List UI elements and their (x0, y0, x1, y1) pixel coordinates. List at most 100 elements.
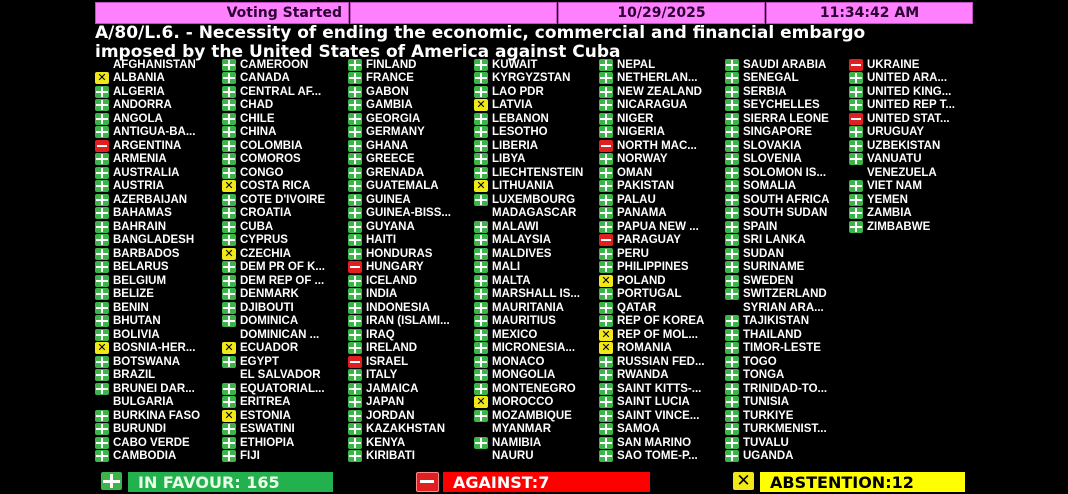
x-icon: ✕ (95, 342, 109, 355)
plus-icon (348, 166, 362, 179)
country-row: MYANMAR (474, 423, 598, 437)
plus-icon (599, 180, 613, 193)
country-name: UKRAINE (867, 58, 920, 71)
plus-icon (725, 193, 739, 206)
plus-icon (474, 261, 488, 274)
country-row: SOMALIA (725, 180, 849, 194)
country-row: CABO VERDE (95, 436, 219, 450)
country-name: MONTENEGRO (492, 382, 576, 395)
plus-icon (849, 153, 863, 166)
country-row: FINLAND (348, 58, 472, 72)
country-name: AZERBAIJAN (113, 193, 188, 206)
no-vote-icon (95, 59, 109, 71)
country-name: NIGERIA (617, 126, 665, 139)
plus-icon (348, 193, 362, 206)
country-row: NIGER (599, 112, 723, 126)
plus-icon (474, 153, 488, 166)
country-name: SWITZERLAND (743, 288, 827, 301)
country-name: SAINT KITTS-... (617, 382, 702, 395)
plus-icon (474, 382, 488, 395)
country-row: DEM REP OF ... (222, 274, 346, 288)
country-name: ROMANIA (617, 342, 672, 355)
country-row: ✕ ECUADOR (222, 342, 346, 356)
country-row: SAUDI ARABIA (725, 58, 849, 72)
country-row: TAJIKISTAN (725, 315, 849, 329)
country-row: NORWAY (599, 153, 723, 167)
x-icon: ✕ (222, 409, 236, 422)
country-row: IRAN (ISLAMI... (348, 315, 472, 329)
plus-icon (725, 207, 739, 220)
country-name: PANAMA (617, 207, 667, 220)
country-row: ✕ REP OF MOL... (599, 328, 723, 342)
vote-column: KUWAIT KYRGYZSTAN LAO PDR ✕ LATVIA LEBANON LES… (474, 58, 598, 463)
country-name: MALAYSIA (492, 234, 551, 247)
country-row: BENIN (95, 301, 219, 315)
x-icon: ✕ (222, 180, 236, 193)
country-name: CZECHIA (240, 247, 292, 260)
plus-icon (348, 396, 362, 409)
no-vote-icon (849, 167, 863, 179)
country-name: BULGARIA (113, 396, 174, 409)
country-name: COTE D'IVOIRE (240, 193, 326, 206)
plus-icon (725, 423, 739, 436)
country-row: SPAIN (725, 220, 849, 234)
plus-icon (474, 342, 488, 355)
country-row: GRENADA (348, 166, 472, 180)
country-row: DEM PR OF K... (222, 261, 346, 275)
country-row: PANAMA (599, 207, 723, 221)
country-row: GHANA (348, 139, 472, 153)
minus-icon (849, 112, 863, 125)
country-name: KUWAIT (492, 58, 538, 71)
plus-icon (849, 180, 863, 193)
plus-icon (599, 72, 613, 85)
country-row: SIERRA LEONE (725, 112, 849, 126)
country-row: ARMENIA (95, 153, 219, 167)
country-row: URUGUAY (849, 126, 973, 140)
plus-icon (222, 99, 236, 112)
plus-icon (725, 247, 739, 260)
country-row: UNITED KING... (849, 85, 973, 99)
country-row: BAHRAIN (95, 220, 219, 234)
country-row: NIGERIA (599, 126, 723, 140)
plus-icon (474, 72, 488, 85)
country-name: NETHERLAN... (617, 72, 698, 85)
plus-icon (725, 409, 739, 422)
minus-icon (348, 261, 362, 274)
country-row: ✕ BOSNIA-HER... (95, 342, 219, 356)
country-row: MEXICO (474, 328, 598, 342)
country-name: BAHAMAS (113, 207, 172, 220)
country-row: GUINEA (348, 193, 472, 207)
country-row: ZIMBABWE (849, 220, 973, 234)
plus-icon (222, 355, 236, 368)
plus-icon (725, 450, 739, 463)
vote-column: NEPAL NETHERLAN... NEW ZEALAND NICARAGUA NIG… (599, 58, 723, 463)
plus-icon (348, 409, 362, 422)
country-row: SAINT LUCIA (599, 396, 723, 410)
no-vote-icon (95, 396, 109, 408)
country-row: BURUNDI (95, 423, 219, 437)
country-row: COMOROS (222, 153, 346, 167)
plus-icon (348, 85, 362, 98)
country-name: BURKINA FASO (113, 409, 201, 422)
plus-icon (95, 423, 109, 436)
country-name: ANGOLA (113, 112, 163, 125)
plus-icon (849, 193, 863, 206)
country-row: DENMARK (222, 288, 346, 302)
plus-icon (474, 112, 488, 125)
plus-icon (348, 58, 362, 71)
country-name: SOLOMON IS... (743, 166, 827, 179)
country-name: PARAGUAY (617, 234, 681, 247)
country-row: TUVALU (725, 436, 849, 450)
country-name: BURUNDI (113, 423, 167, 436)
minus-icon (599, 139, 613, 152)
plus-icon (474, 139, 488, 152)
country-row: ALGERIA (95, 85, 219, 99)
country-name: UGANDA (743, 450, 794, 463)
country-row: MONACO (474, 355, 598, 369)
plus-icon (599, 261, 613, 274)
country-name: LAO PDR (492, 85, 544, 98)
country-row: EGYPT (222, 355, 346, 369)
country-row: AZERBAIJAN (95, 193, 219, 207)
country-name: GABON (366, 85, 409, 98)
country-row: ZAMBIA (849, 207, 973, 221)
